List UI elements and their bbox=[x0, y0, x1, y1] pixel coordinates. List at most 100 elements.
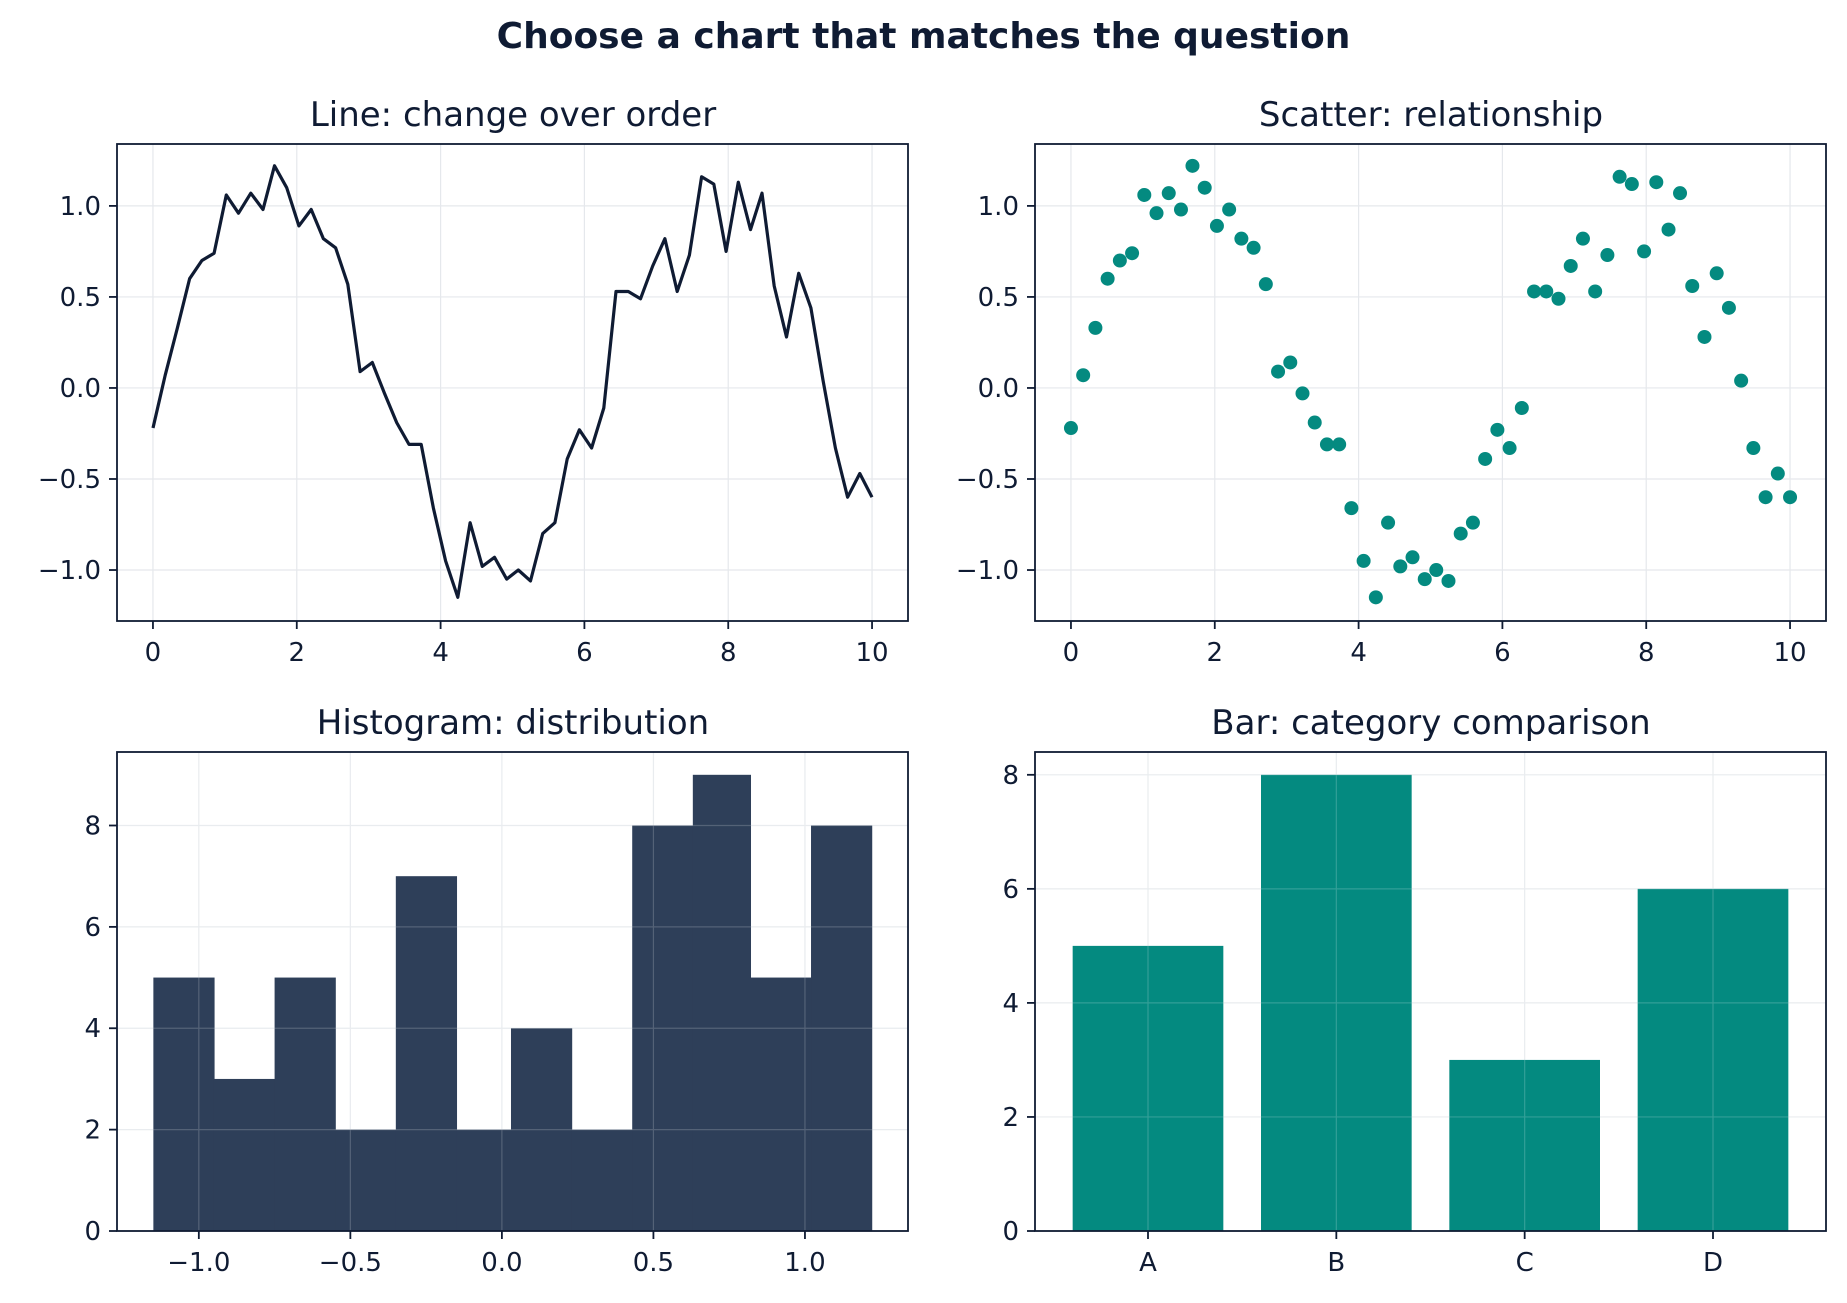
scatter-chart-point bbox=[1222, 202, 1237, 217]
scatter-chart-point bbox=[1185, 158, 1200, 173]
histogram-bin-bar bbox=[456, 1129, 512, 1231]
histogram-y-tick-label: 4 bbox=[84, 1014, 101, 1044]
line-chart-x-tick-label: 4 bbox=[432, 638, 449, 668]
scatter-chart-point bbox=[1758, 490, 1773, 505]
line-chart-y-tick-label: −1.0 bbox=[38, 556, 101, 586]
histogram-y-axis: 0 2 4 6 8 bbox=[84, 811, 117, 1247]
bar-chart-y-axis: 0 2 4 6 8 bbox=[1002, 761, 1035, 1247]
scatter-chart-point bbox=[1149, 206, 1164, 221]
scatter-chart-axes-frame bbox=[1034, 143, 1827, 622]
histogram-bin-bar bbox=[274, 977, 336, 1231]
scatter-chart-point bbox=[1600, 248, 1615, 263]
line-chart-x-tick-label: 10 bbox=[855, 638, 888, 668]
bar-chart-title: Bar: category comparison bbox=[1211, 703, 1650, 743]
scatter-chart-point bbox=[1209, 218, 1224, 233]
line-chart-y-tick-label: −0.5 bbox=[38, 465, 101, 495]
histogram-y-tick-label: 6 bbox=[84, 913, 101, 943]
scatter-chart-x-tick-label: 6 bbox=[1494, 638, 1511, 668]
histogram-axes-frame bbox=[116, 751, 909, 1232]
scatter-chart-point bbox=[1697, 329, 1712, 344]
scatter-chart-point bbox=[1490, 422, 1505, 437]
scatter-chart-point bbox=[1356, 553, 1371, 568]
histogram-title: Histogram: distribution bbox=[317, 703, 709, 743]
scatter-chart-point bbox=[1405, 550, 1420, 565]
scatter-chart-point bbox=[1295, 386, 1310, 401]
histogram-bin-bar bbox=[395, 876, 458, 1231]
histogram-bin-bar bbox=[632, 825, 694, 1231]
line-chart-axes-frame bbox=[116, 143, 909, 622]
line-chart-y-tick-label: 0.0 bbox=[60, 374, 101, 404]
scatter-chart-point bbox=[1125, 246, 1140, 261]
scatter-chart-point bbox=[1137, 187, 1152, 202]
scatter-chart-y-axis: −1.0 −0.5 0.0 0.5 1.0 bbox=[956, 192, 1035, 586]
histogram-x-tick-label: 0.5 bbox=[633, 1248, 674, 1278]
scatter-chart-point bbox=[1283, 355, 1298, 370]
scatter-chart-y-tick-label: 0.5 bbox=[978, 283, 1019, 313]
scatter-chart-point bbox=[1770, 466, 1785, 481]
line-chart-y-axis: −1.0 −0.5 0.0 0.5 1.0 bbox=[38, 192, 117, 586]
scatter-chart-point bbox=[1465, 515, 1480, 530]
scatter-chart-title: Scatter: relationship bbox=[1259, 95, 1603, 135]
scatter-chart-point bbox=[1783, 490, 1798, 505]
scatter-chart-point bbox=[1453, 526, 1468, 541]
bar-chart-plot: A B C D 0 2 4 6 8 bbox=[1002, 751, 1827, 1278]
scatter-chart-point bbox=[1478, 451, 1493, 466]
scatter-chart-point bbox=[1100, 271, 1115, 286]
scatter-chart-point bbox=[1307, 415, 1322, 430]
scatter-chart-x-axis: 0 2 4 6 8 10 bbox=[1063, 621, 1807, 668]
scatter-chart-point bbox=[1746, 441, 1761, 456]
histogram-y-tick-label: 2 bbox=[84, 1116, 101, 1146]
scatter-chart-point bbox=[1161, 186, 1176, 201]
line-chart-x-axis: 0 2 4 6 8 10 bbox=[145, 621, 889, 668]
scatter-chart-point bbox=[1234, 231, 1249, 246]
histogram-x-axis: −1.0 −0.5 0.0 0.5 1.0 bbox=[167, 1231, 826, 1278]
scatter-chart-x-tick-label: 2 bbox=[1206, 638, 1223, 668]
scatter-chart-panel: Scatter: relationship 0 2 4 6 8 10 −1.0 −0.5 0.0… bbox=[956, 95, 1827, 668]
scatter-chart-point bbox=[1502, 441, 1517, 456]
scatter-chart-point bbox=[1649, 175, 1664, 190]
scatter-chart-point bbox=[1344, 501, 1359, 516]
scatter-chart-x-tick-label: 8 bbox=[1638, 638, 1655, 668]
scatter-chart-point bbox=[1417, 572, 1432, 587]
line-chart-y-tick-label: 0.5 bbox=[60, 283, 101, 313]
scatter-chart-point bbox=[1721, 300, 1736, 315]
line-chart-panel: Line: change over order 0 2 4 6 8 10−1.0−0.50… bbox=[38, 95, 909, 668]
scatter-chart-y-tick-label: 1.0 bbox=[978, 192, 1019, 222]
bar-chart-bar-b bbox=[1261, 774, 1412, 1231]
histogram-bin-bar bbox=[571, 1129, 633, 1231]
line-chart-plot: 0 2 4 6 8 10 −1.0 −0.5 0.0 0.5 1.0 bbox=[38, 143, 909, 668]
line-chart-x-tick-label: 8 bbox=[720, 638, 737, 668]
line-chart-series-line bbox=[151, 164, 874, 599]
scatter-chart-point bbox=[1575, 231, 1590, 246]
histogram-y-tick-label: 0 bbox=[84, 1217, 101, 1247]
scatter-chart-point bbox=[1258, 277, 1273, 292]
histogram-x-tick-label: −0.5 bbox=[319, 1248, 382, 1278]
bar-chart-x-tick-label: C bbox=[1516, 1248, 1534, 1278]
scatter-chart-y-tick-label: −1.0 bbox=[956, 556, 1019, 586]
bar-chart-bar-c bbox=[1449, 1059, 1600, 1231]
histogram-x-tick-label: 1.0 bbox=[784, 1248, 825, 1278]
scatter-chart-point bbox=[1368, 590, 1383, 605]
scatter-chart-point bbox=[1441, 573, 1456, 588]
scatter-chart-point bbox=[1271, 364, 1286, 379]
scatter-chart-point bbox=[1637, 244, 1652, 259]
scatter-chart-point bbox=[1588, 284, 1603, 299]
scatter-chart-y-tick-label: 0.0 bbox=[978, 374, 1019, 404]
figure-title: Choose a chart that matches the question bbox=[497, 16, 1351, 57]
scatter-chart-point bbox=[1197, 180, 1212, 195]
scatter-chart-x-tick-label: 10 bbox=[1773, 638, 1806, 668]
scatter-chart-point bbox=[1563, 258, 1578, 273]
scatter-chart-point bbox=[1063, 421, 1078, 436]
bar-chart-x-axis: A B C D bbox=[1139, 1231, 1723, 1278]
histogram-y-tick-label: 8 bbox=[84, 811, 101, 841]
scatter-chart-point bbox=[1539, 284, 1554, 299]
histogram-plot: −1.0 −0.5 0.0 0.5 1.0 0 2 4 6 8 bbox=[84, 751, 909, 1278]
bar-chart-x-tick-label: D bbox=[1703, 1248, 1723, 1278]
scatter-chart-marks bbox=[1063, 158, 1798, 605]
scatter-chart-point bbox=[1514, 400, 1529, 415]
bar-chart-y-tick-label: 8 bbox=[1002, 761, 1019, 791]
line-chart-marks bbox=[151, 164, 874, 599]
bar-chart-bar-d bbox=[1637, 888, 1789, 1231]
scatter-chart-point bbox=[1246, 240, 1261, 255]
